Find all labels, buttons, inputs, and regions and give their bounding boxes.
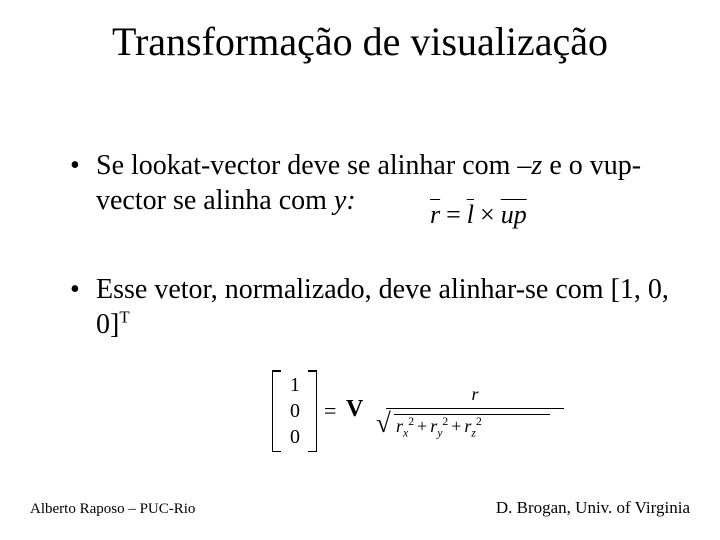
plus-1: + xyxy=(414,416,430,436)
formula1-times: × xyxy=(474,200,501,229)
formula1-l: l xyxy=(467,200,474,229)
slide: Transformação de visualização Se lookat-… xyxy=(0,0,720,540)
bullet-2-sup: T xyxy=(119,308,129,327)
formula2-eq: = xyxy=(324,398,336,424)
fraction-denominator: √ rx2+ry2+rz2 xyxy=(380,411,570,443)
radical-icon: √ xyxy=(376,408,391,439)
slide-title: Transformação de visualização xyxy=(0,18,720,65)
bullet-1-text-pre: Se lookat-vector deve se alinhar com xyxy=(96,150,517,181)
formula1-r: r xyxy=(430,200,440,229)
fraction-numerator: r xyxy=(380,382,570,406)
formula1-up: up xyxy=(501,200,527,229)
term2-sub: y xyxy=(437,427,442,440)
plus-2: + xyxy=(448,416,464,436)
fraction-bar-icon xyxy=(386,408,564,409)
footer-left: Alberto Raposo – PUC-Rio xyxy=(30,501,195,518)
radicand: rx2+ry2+rz2 xyxy=(396,415,482,440)
formula1-eq: = xyxy=(440,200,467,229)
bullet-list: Se lookat-vector deve se alinhar com –z … xyxy=(70,148,670,396)
bullet-1-y: y: xyxy=(334,185,356,216)
bullet-2-text: Esse vetor, normalizado, deve alinhar-se… xyxy=(96,274,669,340)
left-bracket-icon xyxy=(272,370,287,452)
footer-right: D. Brogan, Univ. of Virginia xyxy=(496,498,690,518)
formula-r-eq-l-cross-up: r=l×up xyxy=(430,200,527,230)
bullet-2: Esse vetor, normalizado, deve alinhar-se… xyxy=(70,272,670,342)
term3-sub: z xyxy=(471,427,476,440)
right-bracket-icon xyxy=(302,370,317,452)
term1-sub: x xyxy=(403,427,408,440)
bullet-1: Se lookat-vector deve se alinhar com –z … xyxy=(70,148,670,218)
formula-normalize: 1 0 0 = V r √ rx2+ry2+rz2 xyxy=(272,370,632,460)
formula2-V: V xyxy=(346,396,363,423)
term1-base: r xyxy=(396,416,403,436)
bullet-1-neg-z: –z xyxy=(517,150,542,181)
fraction: r √ rx2+ry2+rz2 xyxy=(380,382,570,443)
term3-sup: 2 xyxy=(476,415,482,428)
